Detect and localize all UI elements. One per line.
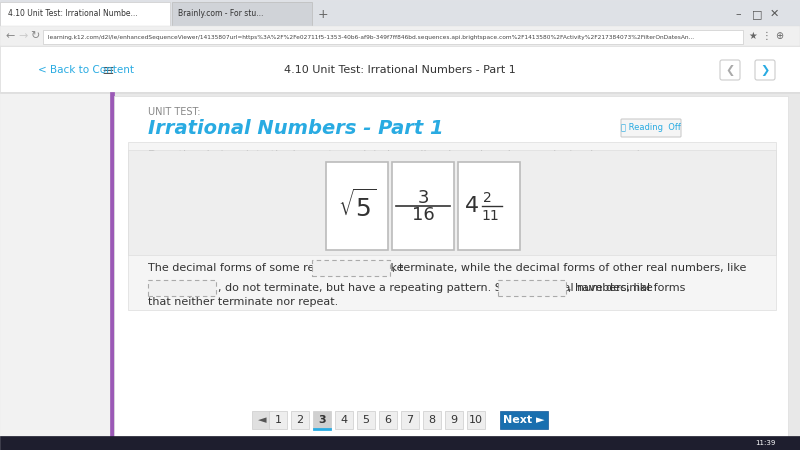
Text: $\sqrt{5}$: $\sqrt{5}$ xyxy=(338,190,376,222)
Bar xyxy=(357,411,375,429)
Bar xyxy=(423,411,441,429)
Text: 9: 9 xyxy=(450,415,458,425)
Text: 16: 16 xyxy=(412,206,434,224)
Bar xyxy=(110,92,114,450)
Text: 🎧 Reading  Off: 🎧 Reading Off xyxy=(621,123,681,132)
Text: 2: 2 xyxy=(482,191,491,205)
Bar xyxy=(445,411,463,429)
Bar xyxy=(379,411,397,429)
Text: ❮: ❮ xyxy=(726,64,734,76)
Bar xyxy=(0,436,800,450)
Bar xyxy=(392,162,454,250)
FancyBboxPatch shape xyxy=(148,280,216,296)
Bar xyxy=(114,96,788,442)
Text: ⊕: ⊕ xyxy=(775,31,783,41)
Bar xyxy=(0,2,170,26)
Text: ←: ← xyxy=(6,31,15,41)
Bar xyxy=(500,411,548,429)
Bar xyxy=(313,411,331,429)
FancyBboxPatch shape xyxy=(755,60,775,80)
Text: 4.10 Unit Test: Irrational Numbe...: 4.10 Unit Test: Irrational Numbe... xyxy=(8,9,138,18)
Text: 11: 11 xyxy=(481,209,499,223)
Text: 4: 4 xyxy=(465,196,479,216)
Text: < Back to Content: < Back to Content xyxy=(38,65,134,75)
Bar xyxy=(401,411,419,429)
Text: 2: 2 xyxy=(297,415,303,425)
Bar xyxy=(335,411,353,429)
Text: 3: 3 xyxy=(418,189,429,207)
Text: ≡: ≡ xyxy=(102,63,114,77)
Text: UNIT TEST:: UNIT TEST: xyxy=(148,107,201,117)
FancyBboxPatch shape xyxy=(312,260,390,276)
Text: +: + xyxy=(318,8,329,21)
FancyBboxPatch shape xyxy=(498,280,566,296)
Text: ✕: ✕ xyxy=(770,9,779,19)
Text: →: → xyxy=(18,31,27,41)
Text: ↻: ↻ xyxy=(30,31,39,41)
Text: □: □ xyxy=(752,9,762,19)
FancyBboxPatch shape xyxy=(720,60,740,80)
Text: The decimal forms of some real numbers, like: The decimal forms of some real numbers, … xyxy=(148,263,403,273)
Bar xyxy=(0,46,800,92)
Bar xyxy=(252,411,272,429)
Text: ⋮: ⋮ xyxy=(762,31,772,41)
Text: 3: 3 xyxy=(318,415,326,425)
Bar xyxy=(0,0,800,28)
Text: Drag the choices into the boxes to explain how all real numbers have a decimal e: Drag the choices into the boxes to expla… xyxy=(148,150,658,160)
Text: 5: 5 xyxy=(362,415,370,425)
Text: ❯: ❯ xyxy=(760,64,770,76)
Text: 6: 6 xyxy=(385,415,391,425)
FancyBboxPatch shape xyxy=(621,119,681,137)
Bar xyxy=(467,411,485,429)
Text: 1: 1 xyxy=(274,415,282,425)
Bar xyxy=(128,142,776,310)
Bar xyxy=(43,30,743,44)
Text: 8: 8 xyxy=(429,415,435,425)
Text: 10: 10 xyxy=(469,415,483,425)
Text: –: – xyxy=(735,9,741,19)
Bar xyxy=(0,26,800,46)
Text: Irrational Numbers - Part 1: Irrational Numbers - Part 1 xyxy=(148,118,444,138)
Text: Brainly.com - For stu...: Brainly.com - For stu... xyxy=(178,9,263,18)
Text: 11:39: 11:39 xyxy=(755,440,775,446)
Bar xyxy=(0,92,114,450)
Text: 4.10 Unit Test: Irrational Numbers - Part 1: 4.10 Unit Test: Irrational Numbers - Par… xyxy=(284,65,516,75)
Bar xyxy=(326,162,388,250)
Bar xyxy=(291,411,309,429)
Text: learning.k12.com/d2l/le/enhancedSequenceViewer/14135807url=https%3A%2F%2Fe02711f: learning.k12.com/d2l/le/enhancedSequence… xyxy=(46,35,694,40)
Text: , have decimal forms: , have decimal forms xyxy=(568,283,686,293)
Bar xyxy=(0,46,800,450)
Text: that neither terminate nor repeat.: that neither terminate nor repeat. xyxy=(148,297,338,307)
Text: 7: 7 xyxy=(406,415,414,425)
Text: ★: ★ xyxy=(748,31,757,41)
Bar xyxy=(0,92,800,93)
Text: , terminate, while the decimal forms of other real numbers, like: , terminate, while the decimal forms of … xyxy=(392,263,746,273)
Bar xyxy=(172,2,312,26)
Bar xyxy=(269,411,287,429)
Text: ◄: ◄ xyxy=(258,415,266,425)
Text: Next ►: Next ► xyxy=(503,415,545,425)
Bar xyxy=(458,162,520,250)
Bar xyxy=(128,150,776,255)
Text: 4: 4 xyxy=(341,415,347,425)
Text: , do not terminate, but have a repeating pattern. Still other real numbers, like: , do not terminate, but have a repeating… xyxy=(218,283,653,293)
